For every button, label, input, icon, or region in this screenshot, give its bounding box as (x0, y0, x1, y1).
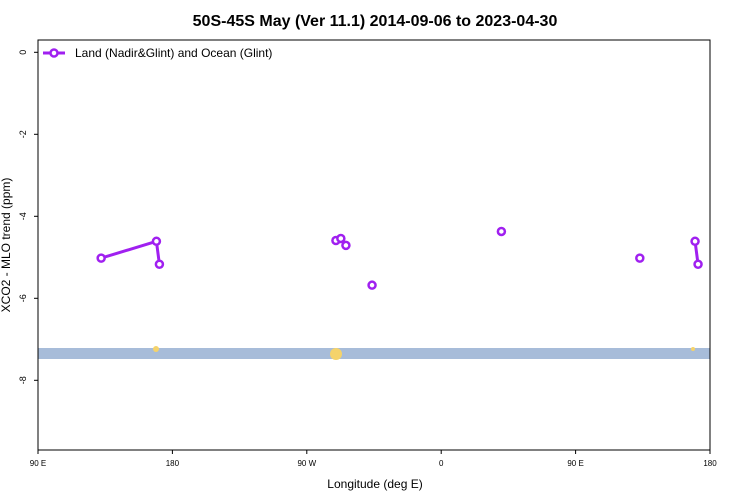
map-band (38, 348, 710, 359)
map-spot (330, 348, 342, 360)
data-point (154, 259, 165, 270)
data-point (151, 236, 162, 247)
x-axis-label: Longitude (deg E) (327, 477, 422, 491)
data-point (341, 240, 351, 251)
y-tick-label: -2 (18, 130, 28, 138)
x-tick-label: 180 (166, 459, 180, 468)
data-point (336, 233, 346, 244)
y-axis-label: XCO2 - MLO trend (ppm) (0, 178, 13, 313)
y-tick-label: -8 (18, 376, 28, 384)
data-point (693, 259, 703, 270)
y-tick-label: -4 (18, 212, 28, 220)
series-line (100, 239, 700, 265)
map-spot (691, 347, 695, 351)
plot-frame (37, 39, 711, 451)
map-spot (153, 346, 159, 352)
x-tick-label: 90 E (30, 459, 46, 468)
data-point (635, 253, 645, 263)
data-point (96, 253, 106, 263)
x-tick-label: 180 (703, 459, 717, 468)
x-tick-label: 0 (439, 459, 444, 468)
data-point (496, 226, 507, 237)
x-tick-label: 90 E (567, 459, 583, 468)
legend-label: Land (Nadir&Glint) and Ocean (Glint) (75, 46, 272, 60)
data-point (690, 236, 700, 247)
chart-title: 50S-45S May (Ver 11.1) 2014-09-06 to 202… (193, 13, 558, 30)
data-point (367, 280, 377, 290)
x-tick-label: 90 W (297, 459, 316, 468)
y-tick-label: 0 (18, 50, 28, 55)
y-tick-label: -6 (18, 294, 28, 302)
legend-swatch-point (49, 48, 59, 58)
